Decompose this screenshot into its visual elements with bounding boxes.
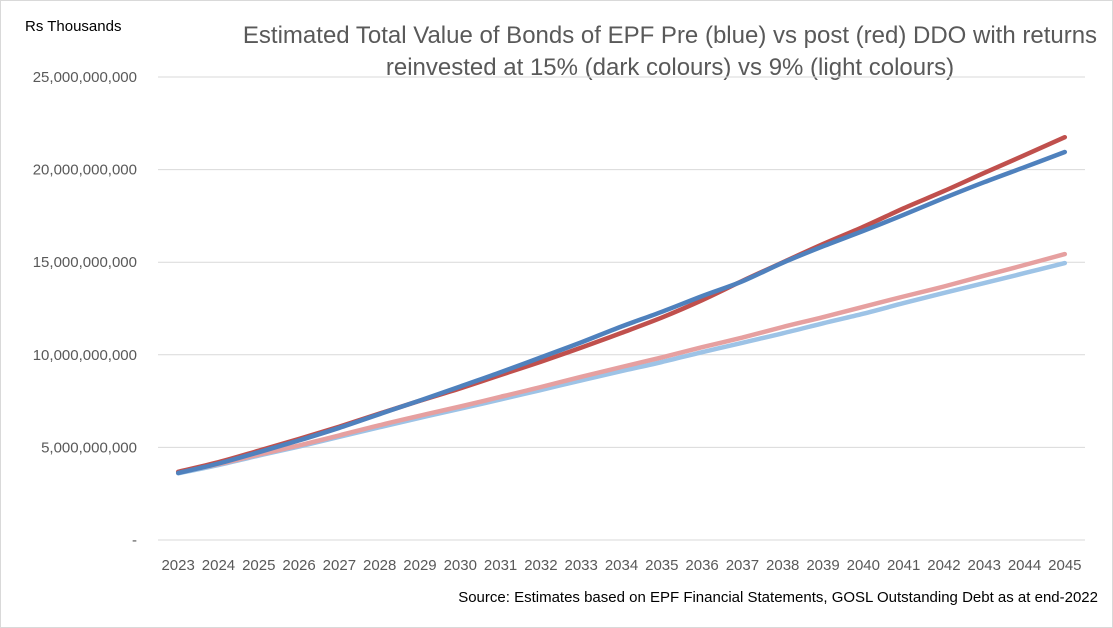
x-tick-label: 2044	[1008, 557, 1041, 574]
source-note: Source: Estimates based on EPF Financial…	[458, 589, 1098, 606]
x-tick-label: 2029	[403, 557, 436, 574]
series-line-2	[175, 251, 1068, 475]
series-line-4	[175, 149, 1068, 476]
y-tick-label: -	[132, 532, 137, 549]
x-tick-label: 2034	[605, 557, 638, 574]
x-tick-label: 2036	[685, 557, 718, 574]
x-tick-label: 2032	[524, 557, 557, 574]
y-tick-label: 15,000,000,000	[33, 254, 137, 271]
y-tick-label: 25,000,000,000	[33, 69, 137, 86]
x-axis-ticks: 2023 2024 2025 2026 2027 2028 2029 2030 2031 2032…	[161, 557, 1081, 574]
x-tick-label: 2043	[968, 557, 1001, 574]
x-tick-label: 2045	[1048, 557, 1081, 574]
x-tick-label: 2042	[927, 557, 960, 574]
x-tick-label: 2027	[323, 557, 356, 574]
x-tick-label: 2025	[242, 557, 275, 574]
x-tick-label: 2030	[444, 557, 477, 574]
x-tick-label: 2041	[887, 557, 920, 574]
gridlines	[158, 76, 1085, 541]
y-tick-label: 10,000,000,000	[33, 347, 137, 364]
x-tick-label: 2031	[484, 557, 517, 574]
y-tick-label: 20,000,000,000	[33, 162, 137, 179]
x-tick-label: 2028	[363, 557, 396, 574]
x-tick-label: 2026	[282, 557, 315, 574]
y-axis-title: Rs Thousands	[25, 18, 122, 35]
x-tick-label: 2040	[847, 557, 880, 574]
x-tick-label: 2039	[806, 557, 839, 574]
x-tick-label: 2037	[726, 557, 759, 574]
series-line-3	[175, 134, 1068, 475]
series-lines	[175, 134, 1068, 476]
x-tick-label: 2038	[766, 557, 799, 574]
x-tick-label: 2035	[645, 557, 678, 574]
x-tick-label: 2023	[161, 557, 194, 574]
y-axis-ticks: - 5,000,000,000 10,000,000,000 15,000,000,0…	[33, 69, 137, 549]
x-tick-label: 2033	[565, 557, 598, 574]
x-tick-label: 2024	[202, 557, 235, 574]
y-tick-label: 5,000,000,000	[41, 439, 137, 456]
